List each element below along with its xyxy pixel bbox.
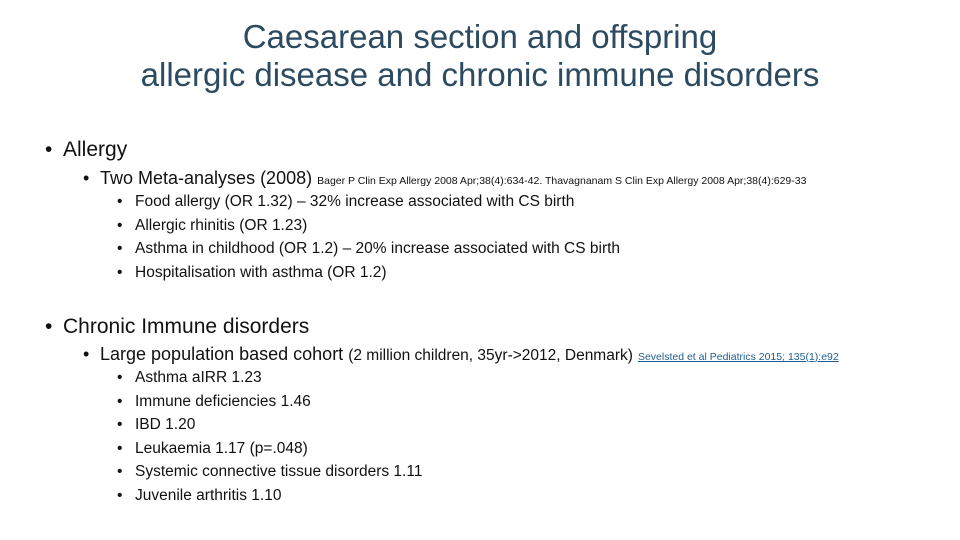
heading: • Allergy	[45, 138, 128, 161]
detail: (2 million children, 35yr->2012, Denmark…	[348, 347, 633, 364]
item-text: Hospitalisation with asthma (OR 1.2)	[135, 263, 387, 281]
list-item: • Food allergy (OR 1.32) – 32% increase a…	[117, 193, 575, 210]
heading: • Chronic Immune disorders	[45, 315, 310, 338]
item-text: Systemic connective tissue disorders 1.1…	[135, 463, 423, 480]
item-text: Asthma in childhood (OR 1.2) – 20% incre…	[135, 240, 621, 257]
sub-bullet: • Large population based cohort (2 millio…	[83, 344, 839, 364]
list-item: • Allergic rhinitis (OR 1.23)	[117, 216, 308, 234]
reference: Bager P Clin Exp Allergy 2008 Apr;38(4):…	[317, 175, 807, 187]
title-line: allergic disease and chronic immune diso…	[140, 56, 820, 93]
reference-link[interactable]: Sevelsted et al Pediatrics 2015; 135(1):…	[637, 351, 839, 363]
list-item: • Asthma in childhood (OR 1.2) – 20% incr…	[117, 240, 621, 257]
item-text: Food allergy (OR 1.32) – 32% increase as…	[135, 193, 575, 210]
list-item: • Systemic connective tissue disorders 1.…	[117, 463, 423, 480]
item-text: Immune deficiencies 1.46	[135, 392, 311, 410]
item-text: IBD 1.20	[135, 416, 196, 433]
heading-text: Allergy	[63, 138, 128, 161]
list-item: • IBD 1.20	[117, 416, 196, 433]
title-line: Caesarean section and offspring	[242, 18, 718, 55]
list-item: • Juvenile arthritis 1.10	[117, 486, 282, 504]
item-text: Asthma aIRR 1.23	[135, 369, 262, 386]
title: Caesarean section and offspring allergic…	[0, 18, 960, 94]
item-text: Allergic rhinitis (OR 1.23)	[135, 216, 308, 234]
list-item: • Leukaemia 1.17 (p=.048)	[117, 439, 308, 457]
list-item: • Immune deficiencies 1.46	[117, 392, 311, 410]
sub-text: Large population based cohort	[100, 344, 344, 364]
sub-bullet: • Two Meta-analyses (2008) Bager P Clin E…	[83, 168, 807, 188]
item-text: Juvenile arthritis 1.10	[135, 486, 282, 504]
list-item: • Asthma aIRR 1.23	[117, 369, 262, 386]
item-text: Leukaemia 1.17 (p=.048)	[135, 439, 308, 457]
list-item: • Hospitalisation with asthma (OR 1.2)	[117, 263, 387, 281]
heading-text: Chronic Immune disorders	[63, 315, 310, 338]
sub-text: Two Meta-analyses (2008)	[100, 168, 313, 188]
